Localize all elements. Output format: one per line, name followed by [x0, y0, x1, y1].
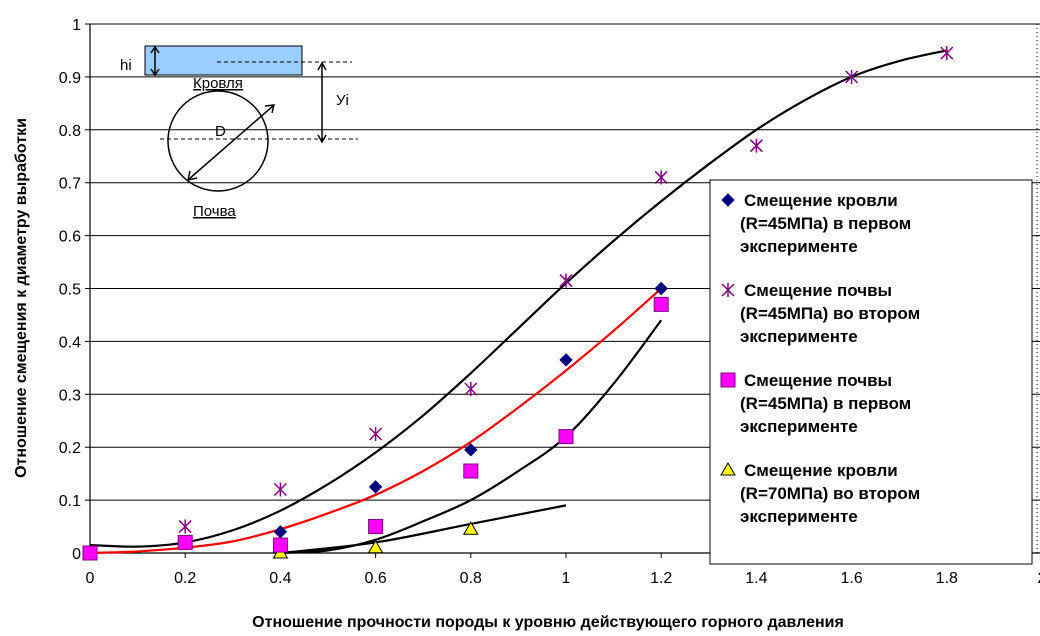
- data-point-diamond: [464, 443, 478, 457]
- y-tick-label: 0.1: [59, 493, 81, 510]
- data-point-triangle: [462, 521, 479, 535]
- x-tick-label: 0.8: [460, 570, 482, 587]
- legend-label: эксперименте: [740, 507, 858, 526]
- data-point-triangle: [367, 539, 384, 554]
- x-tick-label: 0.6: [364, 570, 386, 587]
- legend-label: (R=45МПа) в первом: [740, 214, 911, 233]
- data-point-square: [272, 537, 288, 553]
- data-point-asterisk: [178, 519, 192, 534]
- y-tick-label: 0.3: [59, 387, 81, 404]
- floor-label: Почва: [193, 203, 236, 220]
- legend-label: (R=70МПа) во втором: [740, 484, 920, 503]
- data-point-square: [177, 534, 193, 550]
- data-point-diamond: [559, 353, 573, 367]
- data-point-diamond: [368, 480, 383, 494]
- legend-label: эксперименте: [740, 327, 858, 346]
- y-tick-label: 0.6: [59, 229, 81, 246]
- diameter-arrow-heads: [187, 104, 275, 181]
- trendline-4: [280, 504, 567, 555]
- axes: 0 0.1 0.2 0.3 0.4 0.5 0.6 0.7 0.8 0.9 1 0 0.2 0.4 0.6 0…: [59, 17, 1040, 587]
- y-tick-label: 1: [72, 17, 81, 34]
- legend-box: [709, 179, 1033, 565]
- diameter-arrow: [188, 105, 274, 180]
- data-point-diamond: [654, 281, 668, 296]
- x-tick-label: 0.2: [174, 570, 196, 587]
- inset-diagram: hi Уi Кровля D Почва: [120, 45, 358, 220]
- legend-label: эксперименте: [740, 237, 858, 256]
- x-tick-label: 0: [86, 570, 95, 587]
- legend-label: (R=45МПа) во втором: [740, 304, 920, 323]
- y-tick-label: 0: [72, 546, 81, 563]
- data-point-asterisk: [654, 170, 668, 185]
- legend-label: Смещение кровли: [744, 191, 898, 210]
- legend-label: Смещение почвы: [744, 371, 892, 390]
- grid: [90, 23, 1040, 553]
- legend-marker-square: [720, 372, 736, 388]
- x-tick-label: 2: [1038, 570, 1040, 587]
- legend: Смещение кровли (R=45МПа) в первом экспери…: [709, 179, 1033, 565]
- d-label: D: [215, 123, 226, 140]
- roof-layer: [144, 45, 303, 76]
- data-point-asterisk: [464, 382, 478, 397]
- legend-label: эксперименте: [740, 417, 858, 436]
- x-axis-title: Отношение прочности породы к уровню дейс…: [252, 614, 844, 631]
- roof-label: Кровля: [193, 75, 243, 92]
- excavation-circle: [167, 90, 269, 192]
- x-tick-label: 1.8: [936, 570, 958, 587]
- legend-marker-triangle: [720, 462, 736, 476]
- data-point-asterisk: [369, 426, 383, 441]
- data-point-square: [558, 429, 574, 445]
- x-tick-label: 1: [562, 570, 571, 587]
- trendline-2: [89, 287, 662, 555]
- y-tick-label: 0.4: [59, 334, 81, 351]
- y-tick-label: 0.7: [59, 176, 81, 193]
- legend-label: Смещение почвы: [744, 281, 892, 300]
- data-point-asterisk: [559, 273, 573, 288]
- y-arrow-heads: [317, 61, 327, 144]
- x-tick-label: 1.2: [650, 570, 672, 587]
- h-label: hi: [120, 57, 132, 74]
- legend-label: Смещение кровли: [744, 461, 898, 480]
- data-point-square: [368, 519, 384, 535]
- data-point-square: [82, 545, 98, 561]
- legend-marker-diamond: [721, 193, 735, 207]
- y-tick-label: 0.2: [59, 440, 81, 457]
- y-tick-label: 0.8: [59, 123, 81, 140]
- data-point-square: [463, 463, 479, 479]
- data-markers: [82, 46, 954, 561]
- data-point-asterisk: [749, 138, 763, 153]
- trendline-3: [280, 319, 663, 555]
- data-point-asterisk: [845, 69, 859, 84]
- trendline-1: [89, 49, 948, 548]
- data-point-asterisk: [273, 482, 287, 497]
- y-axis-title: Отношение смещения к диаметру выработки: [13, 118, 30, 478]
- data-point-asterisk: [940, 46, 954, 61]
- legend-label: (R=45МПа) в первом: [740, 394, 911, 413]
- h-arrow-heads: [150, 45, 160, 77]
- y-tick-label: 0.9: [59, 70, 81, 87]
- y-tick-label: 0.5: [59, 282, 81, 299]
- x-tick-label: 1.6: [840, 570, 862, 587]
- x-tick-label: 1.4: [745, 570, 767, 587]
- data-point-square: [653, 296, 669, 312]
- x-tick-label: 0.4: [269, 570, 291, 587]
- legend-marker-asterisk: [721, 283, 735, 297]
- y-label: Уi: [336, 92, 349, 109]
